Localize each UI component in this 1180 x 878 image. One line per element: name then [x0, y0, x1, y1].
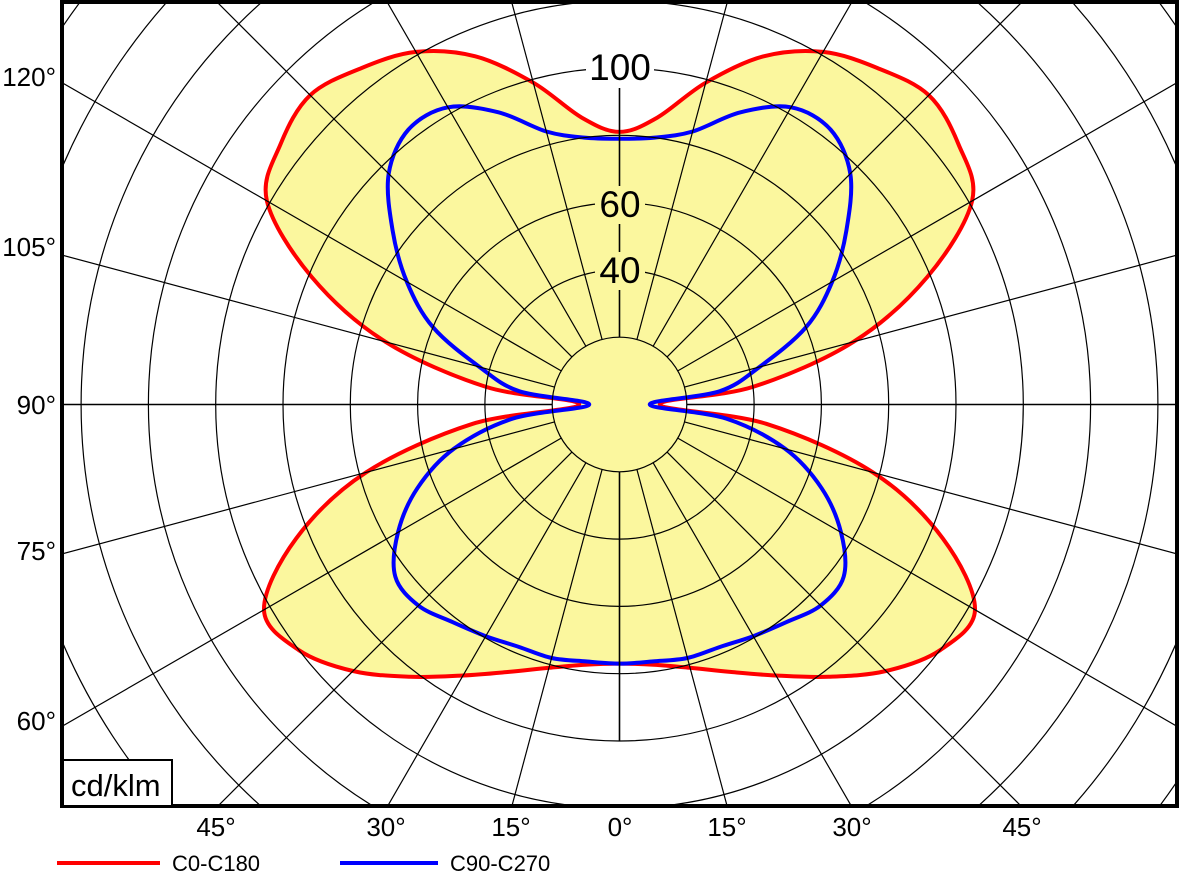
grid-spoke-15: [636, 469, 728, 804]
grid-spoke-300: [64, 437, 562, 726]
legend-label-c0-c180: C0-C180: [172, 851, 260, 876]
bottom-angle-label-m30: 30°: [366, 812, 405, 842]
grid-spoke-75: [684, 421, 1175, 554]
grid-spoke-225: [218, 4, 573, 358]
bottom-angle-label-30: 30°: [832, 812, 871, 842]
grid-spoke-345: [511, 469, 603, 804]
radial-tick-labels: 100 60 40: [586, 46, 654, 291]
radial-label-bg-40: [595, 252, 645, 290]
unit-box-frame: [62, 759, 173, 807]
left-angle-label-60: 60°: [17, 706, 56, 736]
grid-spoke-240: [64, 83, 562, 372]
bottom-angle-label-15: 15°: [707, 812, 746, 842]
grid-spoke-315: [219, 451, 573, 804]
bottom-angle-label-0: 0°: [608, 812, 633, 842]
radial-label-60: 60: [599, 184, 640, 225]
radial-label-40: 40: [599, 250, 640, 291]
left-angle-label-105: 105°: [2, 232, 56, 262]
grid-spoke-255: [64, 255, 555, 388]
grid-spoke-210: [387, 4, 587, 347]
unit-box: cd/klm: [62, 759, 173, 807]
grid-spoke-330: [388, 462, 587, 804]
grid-spoke-60: [677, 437, 1175, 726]
bottom-angle-label-45: 45°: [1002, 812, 1041, 842]
grid-spoke-195: [511, 4, 603, 340]
left-angle-labels: 120° 105° 90° 75° 60°: [2, 62, 56, 736]
grid-spoke-45: [666, 451, 1020, 804]
grid-spoke-30: [652, 462, 851, 804]
grid-spoke-285: [64, 421, 555, 554]
radial-label-100: 100: [589, 47, 651, 88]
unit-label: cd/klm: [71, 768, 161, 803]
left-angle-label-90: 90°: [17, 390, 56, 420]
bottom-angle-label-m15: 15°: [491, 812, 530, 842]
radial-label-bg-100: [586, 46, 654, 88]
radial-label-bg-60: [595, 186, 645, 224]
grid-spoke-165: [636, 4, 728, 340]
grid-spoke-105: [684, 255, 1175, 388]
left-angle-label-120: 120°: [2, 62, 56, 92]
grid-spoke-150: [652, 4, 852, 347]
legend-label-c90-c270: C90-C270: [450, 851, 550, 876]
grid-spoke-135: [666, 4, 1021, 358]
grid-spoke-120: [677, 83, 1175, 372]
left-angle-label-75: 75°: [17, 536, 56, 566]
bottom-angle-label-m45: 45°: [196, 812, 235, 842]
bottom-angle-labels: 45° 30° 15° 0° 15° 30° 45°: [196, 812, 1041, 842]
legend: C0-C180 C90-C270: [57, 851, 550, 876]
